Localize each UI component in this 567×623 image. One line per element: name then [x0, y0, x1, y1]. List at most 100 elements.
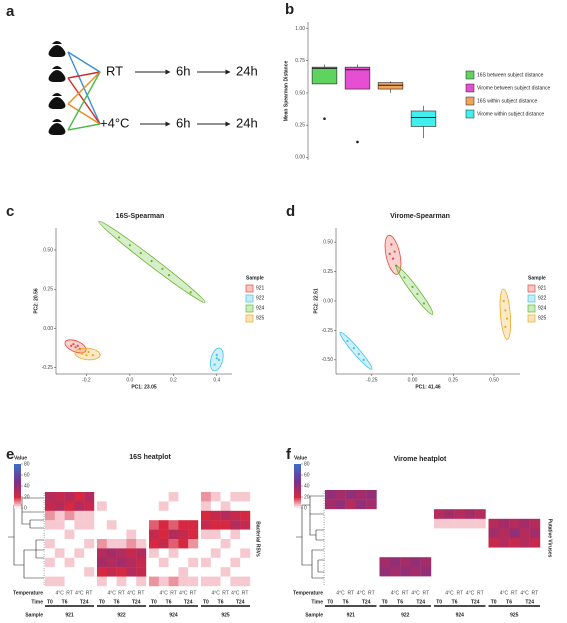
heatmap-cell: [64, 557, 75, 568]
heatmap-cell: [366, 490, 377, 500]
heatmap-cell: [410, 528, 421, 539]
heatmap-cell: [379, 566, 390, 577]
heatmap-cell: [106, 557, 117, 568]
colorbar-segment: [14, 492, 21, 495]
heatmap-cell: [335, 576, 346, 587]
heatmap-cell: [475, 566, 486, 577]
legend-swatch: [527, 314, 536, 323]
heatmap-cell: [444, 566, 455, 577]
heatmap-cell: [188, 529, 199, 540]
heatmap-cell: [240, 529, 251, 540]
legend-swatch: [465, 83, 475, 93]
temperature-label: 4°C: [500, 590, 509, 596]
heatmap-cell: [434, 576, 445, 587]
heatmap-cell: [379, 557, 390, 567]
point: [504, 309, 507, 312]
heatmap-cell: [84, 557, 95, 568]
heatmap-cell: [355, 566, 367, 577]
colorbar-segment: [294, 486, 301, 489]
heatmap-cell: [210, 576, 221, 587]
heatmap-cell: [45, 548, 55, 558]
heatmap-cell: [389, 547, 401, 558]
heatmap-cell: [410, 557, 421, 567]
heatmap-cell: [158, 539, 169, 549]
panel-label: f: [286, 446, 292, 463]
heatmap-cell: [335, 547, 346, 558]
colorbar-segment: [14, 468, 21, 471]
point: [416, 292, 419, 296]
time-label: T0: [99, 599, 105, 605]
heatmap-cell: [420, 566, 432, 577]
heatmap-cell: [45, 529, 55, 540]
heatmap-cell: [464, 490, 476, 500]
heatmap-cell: [519, 557, 530, 567]
legend-label: 16S between subject distance: [477, 72, 544, 78]
colorbar-segment: [14, 474, 21, 477]
group-ellipse: [339, 331, 373, 370]
heatmap-cell: [379, 576, 390, 587]
temperature-label: RT: [66, 590, 73, 596]
heatmap-cell: [509, 538, 520, 548]
heatmap-cell: [325, 576, 336, 587]
legend-swatch: [465, 96, 475, 106]
heatmap-cell: [444, 576, 455, 587]
heatmap-cell: [464, 566, 476, 577]
heatmap-cell: [509, 557, 520, 567]
heatmap-cell: [158, 567, 169, 577]
heatmap-cell: [420, 518, 432, 529]
heatmap-cell: [240, 501, 251, 511]
legend-swatch: [527, 304, 536, 313]
heatmap-cell: [366, 557, 377, 567]
heatmap-cell: [444, 528, 455, 539]
heatmap-cell: [519, 576, 530, 587]
temperature-label: RT: [170, 590, 177, 596]
sample-label: 922: [401, 612, 410, 618]
heatmap-cell: [168, 529, 179, 540]
time-label: T6: [452, 599, 458, 605]
heatmap-cell: [201, 529, 211, 540]
point: [502, 299, 505, 303]
colorbar-segment: [14, 480, 21, 483]
sample-label: 925: [221, 612, 230, 618]
heatmap-cell: [488, 499, 499, 510]
heatmap-cell: [230, 557, 241, 568]
point: [85, 354, 88, 357]
heatmap-cell: [210, 539, 221, 549]
x-tick-label: -0.25: [366, 377, 378, 383]
heatmap-cell: [64, 567, 75, 577]
heatmap-cell: [345, 557, 357, 567]
point: [189, 291, 192, 294]
heatmap-cell: [136, 501, 147, 511]
heatmap-cell: [498, 538, 510, 548]
heatmap-cell: [45, 501, 55, 511]
temperature-label: 4°C: [445, 590, 454, 596]
point: [91, 354, 95, 357]
heatmap-cell: [74, 576, 85, 587]
heatmap-cell: [230, 567, 241, 577]
heatmap-cell: [220, 529, 231, 540]
heatmap-cell: [126, 539, 137, 549]
group-ellipse: [395, 265, 434, 315]
heatmap-cell: [345, 499, 357, 510]
heatmap-cell: [106, 510, 117, 521]
heatmap-cell: [220, 520, 231, 530]
heatmap-cell: [335, 557, 346, 567]
y-tick-label: -0.25: [42, 365, 54, 371]
heatmap-cell: [400, 557, 411, 567]
heatmap-cell: [210, 548, 221, 558]
heatmap-cell: [488, 528, 499, 539]
heatmap-cell: [126, 557, 137, 568]
heatmap-cell: [240, 539, 251, 549]
legend-label: 921: [538, 285, 547, 291]
colorbar-segment: [14, 484, 21, 487]
heatmap-cell: [178, 501, 189, 511]
point: [388, 252, 391, 256]
chart-title: Virome heatplot: [394, 456, 447, 463]
box: [377, 82, 404, 90]
heatmap-cell: [106, 520, 117, 530]
heatmap-cell: [400, 499, 411, 510]
sample-label: 924: [456, 612, 465, 618]
heatmap-cell: [444, 547, 455, 558]
legend-label: Virome within subject distance: [477, 111, 544, 117]
temperature-label: RT: [456, 590, 463, 596]
